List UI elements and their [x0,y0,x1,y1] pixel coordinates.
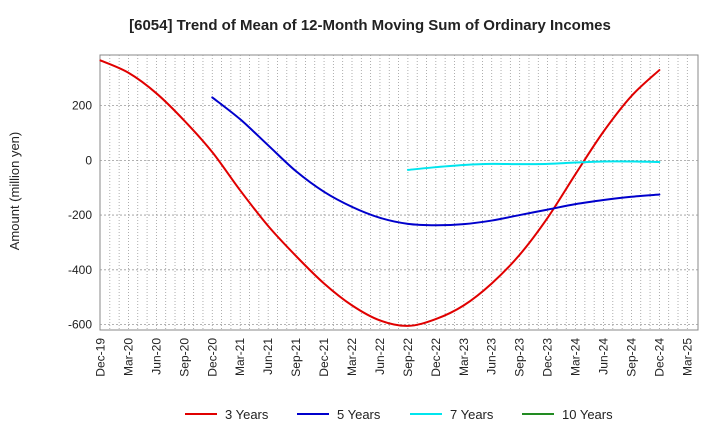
x-tick-label: Jun-21 [261,338,275,375]
x-tick-label: Mar-22 [345,338,359,376]
horizontal-grid [100,105,698,325]
series-line-7-years [406,160,661,171]
legend-label-3-years: 3 Years [225,407,269,422]
x-tick-label: Dec-19 [94,338,108,377]
vertical-grid [109,55,688,330]
legend: 3 Years 5 Years 7 Years 10 Years [185,407,613,422]
series-line-3-years [99,59,661,327]
x-tick-label: Dec-20 [205,338,219,377]
y-axis-ticks: -600 -400 -200 0 200 [68,99,92,332]
x-tick-label: Sep-22 [401,338,415,377]
legend-label-10-years: 10 Years [562,407,613,422]
x-axis-ticks: Dec-19 Mar-20 Jun-20 Sep-20 Dec-20 Mar-21 Jun-… [94,338,695,377]
x-tick-label: Jun-23 [485,338,499,375]
chart-title: [6054] Trend of Mean of 12-Month Moving … [129,17,611,34]
x-tick-label: Sep-24 [624,338,638,377]
y-axis-label: Amount (million yen) [7,132,22,251]
y-tick-label: -200 [68,208,92,222]
plot-frame [99,54,699,331]
y-tick-label: -400 [68,263,92,277]
series-line-5-years [211,96,661,227]
series-lines [99,59,661,327]
x-tick-label: Sep-21 [289,338,303,377]
x-tick-label: Sep-20 [177,338,191,377]
x-tick-label: Dec-24 [652,338,666,377]
x-tick-label: Mar-23 [457,338,471,376]
y-tick-label: 200 [72,99,92,113]
legend-label-5-years: 5 Years [337,407,381,422]
x-tick-label: Mar-20 [121,338,135,376]
x-tick-label: Mar-21 [233,338,247,376]
x-tick-label: Jun-24 [596,338,610,375]
x-tick-label: Dec-23 [541,338,555,377]
x-tick-label: Jun-22 [373,338,387,375]
x-tick-label: Sep-23 [513,338,527,377]
legend-label-7-years: 7 Years [450,407,494,422]
x-tick-label: Jun-20 [149,338,163,375]
y-tick-label: -600 [68,318,92,332]
y-tick-label: 0 [85,153,92,167]
x-tick-label: Mar-24 [569,338,583,376]
x-tick-label: Dec-22 [429,338,443,377]
x-tick-label: Dec-21 [317,338,331,377]
x-tick-label: Mar-25 [680,338,694,376]
